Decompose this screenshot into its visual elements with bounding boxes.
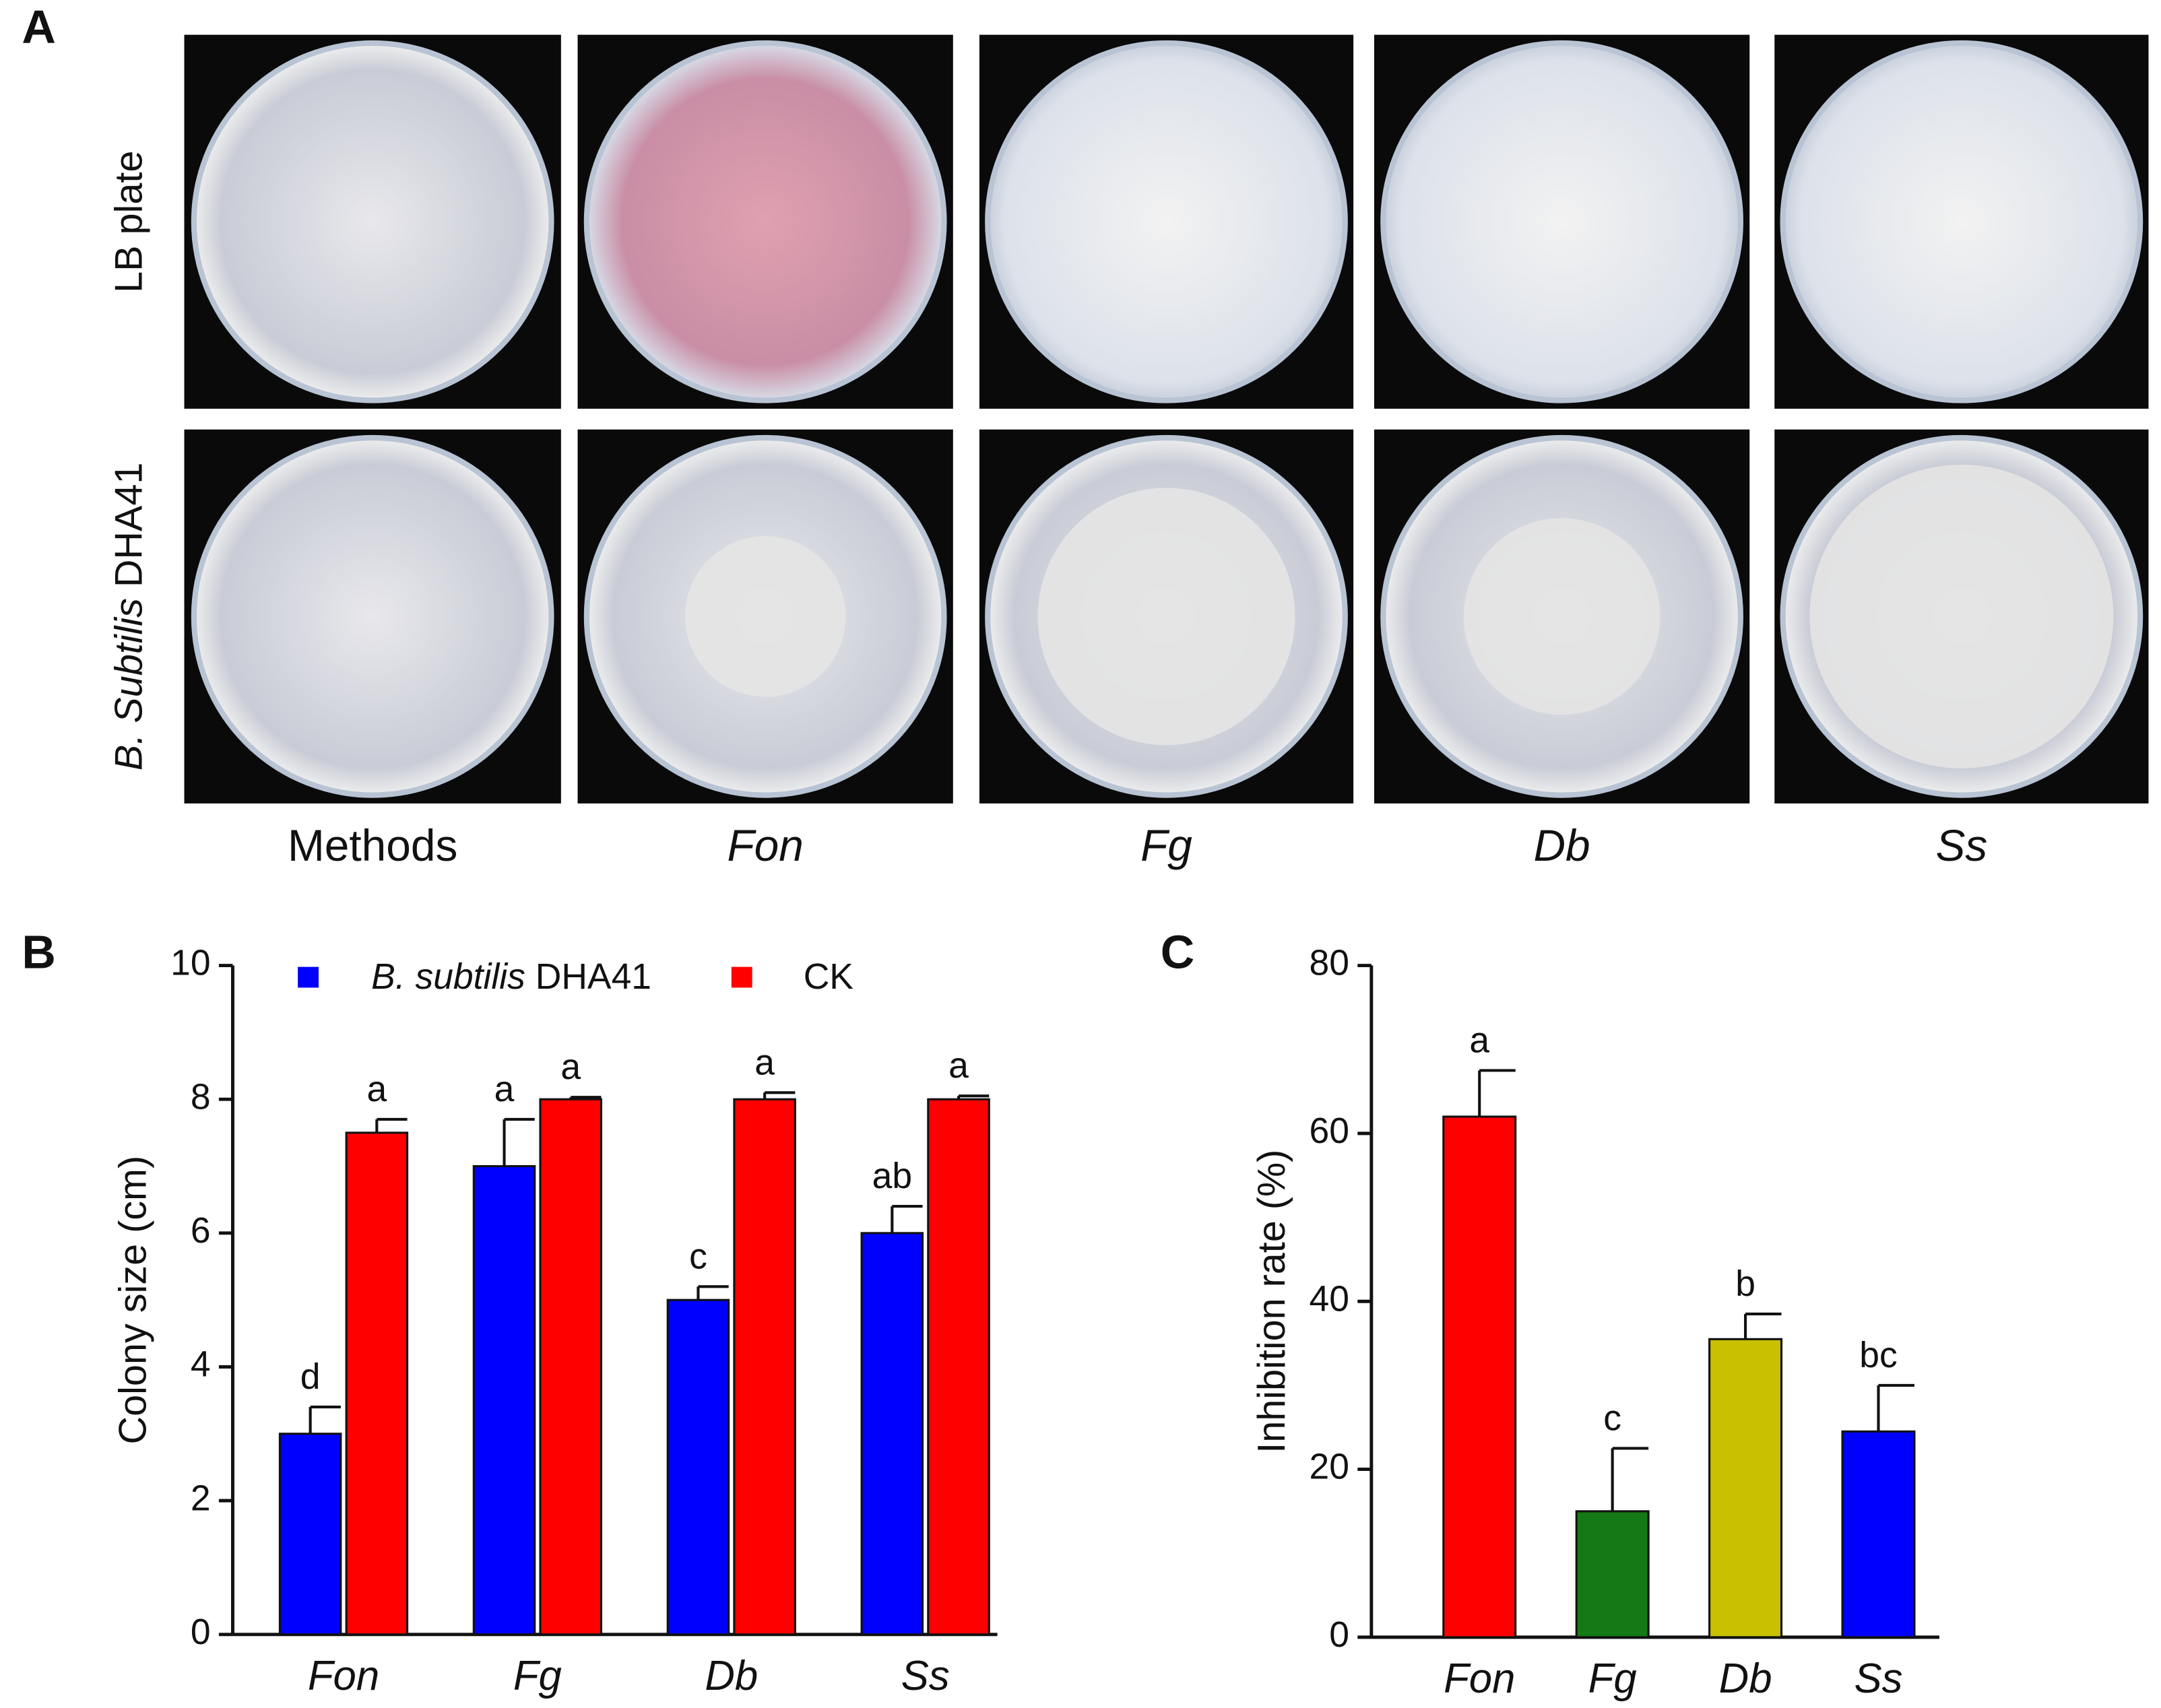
- x-tick-label: Fg: [513, 1653, 562, 1699]
- column-label: Methods: [288, 820, 457, 870]
- x-tick-label: Db: [1719, 1655, 1772, 1702]
- y-axis-title: Colony size (cm): [112, 1156, 155, 1445]
- y-axis-title: Inhibition rate (%): [1250, 1150, 1293, 1453]
- bar: [539, 1098, 603, 1636]
- column-label: Fon: [727, 820, 803, 870]
- significance-letter: c: [689, 1237, 707, 1276]
- bar: [1841, 1430, 1916, 1639]
- x-tick-label: Fon: [308, 1653, 379, 1699]
- legend-label: CK: [804, 957, 854, 997]
- y-tick-label: 60: [1309, 1111, 1349, 1151]
- y-tick-label: 20: [1309, 1447, 1349, 1487]
- petri-dish: [1780, 40, 2143, 403]
- row-label: B. Subtilis DHA41: [108, 463, 151, 771]
- significance-letter: a: [560, 1047, 581, 1087]
- petri-dish: [191, 40, 554, 403]
- panel-label: B: [22, 926, 55, 979]
- legend-label: B. subtilis DHA41: [371, 957, 651, 997]
- colony: [1037, 488, 1295, 746]
- bar: [472, 1164, 536, 1636]
- significance-letter: a: [366, 1070, 387, 1109]
- legend-swatch: [298, 966, 319, 988]
- significance-letter: c: [1603, 1398, 1621, 1438]
- y-tick-label: 0: [191, 1612, 211, 1652]
- y-tick-label: 0: [1329, 1615, 1349, 1655]
- panel-label: A: [22, 1, 55, 53]
- y-tick-label: 40: [1309, 1279, 1349, 1319]
- bar: [1708, 1338, 1783, 1639]
- petri-dish: [985, 40, 1348, 403]
- colony: [684, 535, 846, 697]
- petri-dish: [191, 434, 554, 798]
- colony: [1809, 464, 2114, 768]
- bar: [860, 1232, 924, 1636]
- significance-letter: a: [948, 1046, 969, 1086]
- significance-letter: a: [494, 1070, 515, 1109]
- x-tick-label: Fg: [1588, 1655, 1637, 1702]
- significance-letter: a: [1469, 1020, 1489, 1060]
- bar: [733, 1098, 796, 1636]
- x-tick-label: Fon: [1444, 1655, 1515, 1702]
- x-tick-label: Ss: [1854, 1655, 1902, 1702]
- petri-dish: [1380, 40, 1743, 403]
- y-tick-label: 8: [191, 1077, 211, 1117]
- significance-letter: ab: [872, 1156, 912, 1196]
- y-tick-label: 6: [191, 1211, 211, 1251]
- significance-letter: d: [300, 1357, 321, 1397]
- petri-dish: [583, 40, 947, 403]
- row-label: LB plate: [108, 151, 151, 293]
- bar: [1575, 1510, 1650, 1639]
- y-tick-label: 80: [1309, 944, 1349, 983]
- y-tick-label: 4: [191, 1345, 211, 1385]
- column-label: Fg: [1140, 820, 1192, 870]
- legend-swatch: [731, 966, 752, 988]
- bar: [278, 1433, 342, 1636]
- significance-letter: bc: [1859, 1336, 1897, 1375]
- y-tick-label: 10: [170, 944, 210, 983]
- column-label: Db: [1534, 820, 1590, 870]
- bar: [1442, 1115, 1517, 1639]
- significance-letter: b: [1735, 1264, 1755, 1304]
- bar: [345, 1131, 409, 1636]
- x-tick-label: Db: [705, 1653, 758, 1699]
- panel-label: C: [1161, 926, 1194, 979]
- bar: [927, 1098, 990, 1636]
- bar: [666, 1299, 730, 1636]
- x-tick-label: Ss: [901, 1653, 950, 1699]
- colony: [1463, 518, 1660, 715]
- column-label: Ss: [1935, 820, 1987, 870]
- significance-letter: a: [754, 1043, 775, 1082]
- y-tick-label: 2: [191, 1478, 211, 1518]
